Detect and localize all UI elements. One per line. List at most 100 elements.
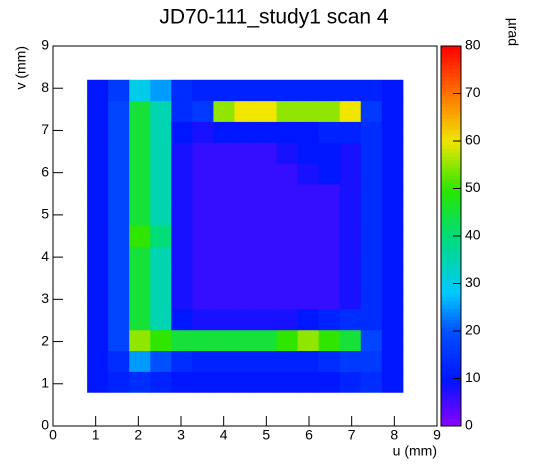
heatmap-cell [276, 163, 299, 185]
heatmap-cell [276, 350, 299, 372]
colorbar-segment [441, 262, 461, 267]
heatmap-cell [87, 288, 109, 310]
heatmap-cell [297, 79, 320, 102]
heatmap-cell [171, 183, 193, 206]
colorbar-segment [441, 213, 461, 218]
colorbar-segment [441, 160, 461, 165]
x-tick-label: 3 [177, 427, 185, 443]
colorbar-segment [441, 274, 461, 279]
colorbar-segment [441, 110, 461, 115]
heatmap-cell [297, 163, 320, 185]
colorbar-segment [441, 190, 461, 195]
heatmap-cell [255, 246, 278, 268]
heatmap-cell [255, 163, 278, 185]
colorbar-segment [441, 239, 461, 245]
heatmap-cell [171, 100, 193, 122]
colorbar-segment [441, 372, 461, 378]
y-tick-label: 5 [41, 206, 49, 222]
heatmap-cell [192, 329, 214, 352]
heatmap-cell [171, 163, 193, 185]
colorbar-segment [441, 201, 461, 207]
heatmap-cell [318, 121, 341, 143]
heatmap-cell [360, 225, 383, 247]
colorbar-segment [441, 209, 461, 214]
colorbar-segment [441, 251, 461, 256]
colorbar-segment [441, 270, 461, 275]
heatmap-cell [87, 225, 109, 247]
heatmap-cell [192, 267, 214, 289]
heatmap-cell [108, 163, 130, 185]
z-tick-label: 0 [465, 417, 473, 433]
heatmap-cell [381, 308, 404, 331]
y-axis-label: v (mm) [13, 46, 29, 90]
heatmap-cell [255, 204, 278, 227]
colorbar-segment [441, 114, 461, 119]
heatmap-cell [150, 246, 172, 268]
chart-title: JD70-111_study1 scan 4 [159, 6, 389, 29]
colorbar-segment [441, 319, 461, 324]
heatmap-cell [297, 288, 320, 310]
y-tick-label: 3 [41, 290, 49, 306]
heatmap-cell [171, 267, 193, 289]
heatmap-cell [129, 183, 151, 206]
colorbar-segment [441, 228, 461, 233]
heatmap-cell [171, 329, 193, 352]
colorbar-segment [441, 327, 461, 332]
heatmap-cell [381, 121, 404, 143]
colorbar-segment [441, 198, 461, 203]
colorbar-segment [441, 133, 461, 138]
colorbar-segment [441, 243, 461, 248]
heatmap-cell [297, 371, 320, 393]
z-axis-label: µrad [505, 18, 521, 46]
heatmap-cell [87, 163, 109, 185]
heatmap-cell [171, 288, 193, 310]
colorbar-segment [441, 53, 461, 58]
colorbar-segment [441, 122, 461, 127]
colorbar-segment [441, 384, 461, 389]
heatmap-cell [87, 350, 109, 372]
heatmap-cell [192, 100, 214, 122]
heatmap-cell [192, 183, 214, 206]
colorbar-segment [441, 72, 461, 77]
heatmap-cell [360, 371, 383, 393]
colorbar-segment [441, 258, 461, 264]
heatmap-cell [276, 142, 299, 164]
heatmap-cell [297, 204, 320, 227]
heatmap-cell [150, 329, 172, 352]
heatmap-cell [360, 100, 383, 122]
heatmap-cell [339, 329, 362, 352]
heatmap-cell [297, 121, 320, 143]
heatmap-cell [129, 350, 151, 372]
colorbar-segment [441, 57, 461, 62]
heatmap-cell [255, 100, 278, 122]
heatmap-cell [276, 100, 299, 122]
heatmap-cell [339, 246, 362, 268]
heatmap-cell [339, 79, 362, 102]
colorbar-segment [441, 125, 461, 131]
colorbar-segment [441, 399, 461, 404]
y-tick-label: 1 [41, 374, 49, 390]
colorbar-segment [441, 410, 461, 416]
heatmap-cell [108, 225, 130, 247]
heatmap-cell [213, 267, 235, 289]
colorbar-segment [441, 118, 461, 123]
y-tick-label: 0 [41, 417, 49, 433]
heatmap-cell [87, 100, 109, 122]
heatmap-cell [255, 267, 278, 289]
colorbar-segment [441, 61, 461, 66]
heatmap-cell [87, 79, 109, 102]
heatmap-cell [360, 142, 383, 164]
heatmap-cell [297, 267, 320, 289]
colorbar-segment [441, 353, 461, 359]
colorbar-segment [441, 376, 461, 381]
heatmap-cell [234, 371, 257, 393]
heatmap-cell [150, 350, 172, 372]
heatmap-cell [276, 288, 299, 310]
colorbar-segment [441, 342, 461, 347]
heatmap-cell [213, 225, 235, 247]
heatmap-cell [129, 246, 151, 268]
heatmap-cell [171, 204, 193, 227]
heatmap-cell [276, 183, 299, 206]
heatmap-cell [381, 142, 404, 164]
x-tick-label: 8 [390, 427, 398, 443]
